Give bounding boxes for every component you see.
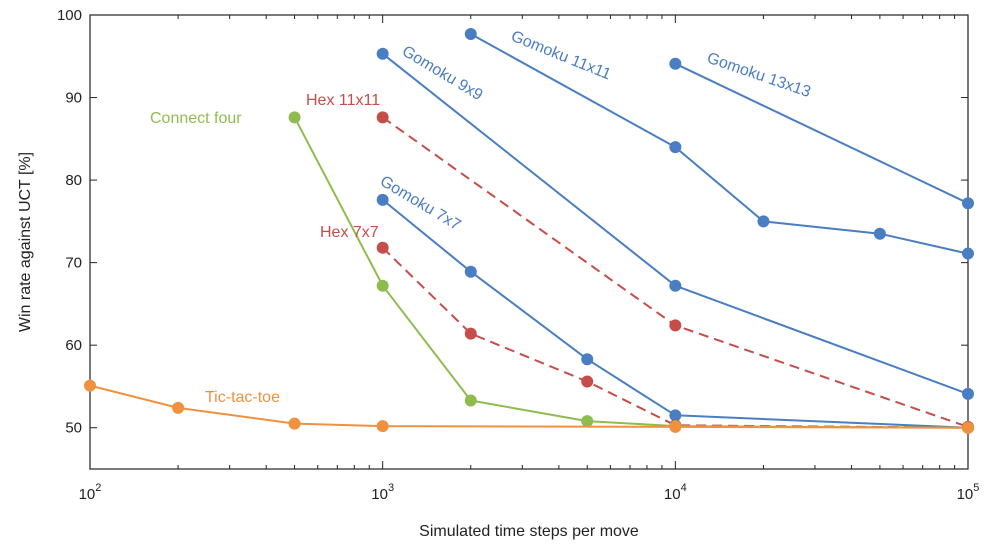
x-tick-label: 102 — [79, 482, 102, 503]
series-gomoku-9x9 — [376, 47, 974, 400]
y-axis-label: Win rate against UCT [%] — [17, 152, 34, 332]
data-point — [376, 279, 389, 292]
data-point — [669, 319, 682, 332]
y-tick-label: 90 — [65, 90, 82, 107]
series-label-tic-tac-toe: Tic-tac-toe — [205, 389, 280, 406]
data-point — [464, 27, 477, 40]
x-tick-label: 103 — [371, 482, 394, 503]
x-tick-label: 105 — [957, 482, 980, 503]
data-point — [172, 401, 185, 414]
data-point — [669, 420, 682, 433]
data-point — [581, 353, 594, 366]
data-point — [962, 197, 974, 210]
series-line — [89, 384, 969, 429]
plot-frame — [89, 14, 969, 470]
series-line — [293, 116, 969, 429]
data-point — [288, 417, 301, 430]
data-point — [376, 241, 389, 254]
data-point — [669, 279, 682, 292]
data-point — [669, 57, 682, 70]
data-point — [376, 111, 389, 124]
series-labels: Tic-tac-toe Connect four Hex 7x7 Hex 11x11 G… — [150, 28, 813, 406]
series-label-connect-four: Connect four — [150, 110, 242, 127]
series-label-gomoku-13x13: Gomoku 13x13 — [705, 50, 813, 101]
series-label-gomoku-11x11: Gomoku 11x11 — [509, 28, 614, 84]
series-label-gomoku-9x9: Gomoku 9x9 — [399, 43, 486, 104]
y-tick-label: 80 — [65, 172, 82, 189]
axis-ticks: 102 103 104 105 50 60 70 80 90 100 — [57, 7, 979, 503]
series-gomoku-13x13 — [669, 57, 974, 210]
data-point — [962, 421, 974, 434]
series-label-hex-7x7: Hex 7x7 — [320, 224, 379, 241]
plot-border — [89, 14, 969, 470]
data-point — [962, 247, 974, 260]
data-point — [376, 47, 389, 60]
series-line — [674, 62, 969, 205]
data-point — [873, 227, 886, 240]
y-tick-label: 60 — [65, 337, 82, 354]
data-point — [962, 387, 974, 400]
series-layer — [84, 27, 974, 434]
series-label-hex-11x11: Hex 11x11 — [306, 92, 380, 109]
data-point — [464, 394, 477, 407]
x-tick-label: 104 — [664, 482, 687, 503]
series-line — [382, 53, 969, 395]
series-gomoku-11x11 — [464, 27, 974, 260]
y-tick-label: 100 — [57, 7, 82, 24]
data-point — [376, 420, 389, 433]
series-label-gomoku-7x7: Gomoku 7x7 — [377, 173, 464, 234]
data-point — [581, 375, 594, 388]
series-connect-four — [288, 111, 974, 434]
y-tick-label: 50 — [65, 420, 82, 437]
data-point — [464, 265, 477, 278]
y-tick-label: 70 — [65, 255, 82, 272]
data-point — [376, 193, 389, 206]
data-point — [288, 111, 301, 124]
data-point — [84, 379, 96, 392]
x-axis-label: Simulated time steps per move — [419, 523, 639, 540]
data-point — [581, 415, 594, 428]
data-point — [669, 409, 682, 422]
series-tic-tac-toe — [84, 379, 974, 434]
data-point — [464, 327, 477, 340]
data-point — [669, 141, 682, 154]
data-point — [757, 215, 770, 228]
